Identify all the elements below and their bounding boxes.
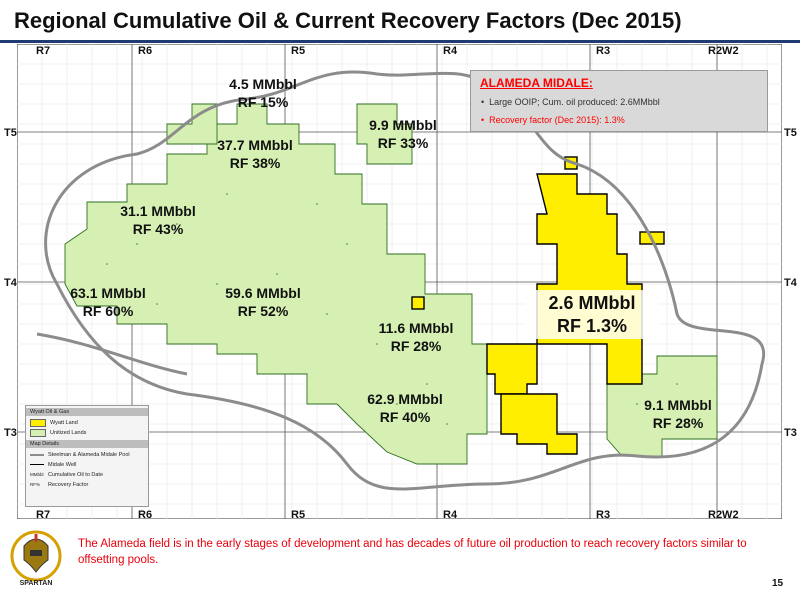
range-label-bottom: R4 [443, 509, 458, 521]
legend-abbr: RF% [30, 482, 40, 487]
pool-volume: 37.7 MMbbl [217, 137, 293, 153]
pool-recovery-factor: RF 43% [132, 220, 184, 237]
pool-label: 4.5 MMbbl RF 15% [218, 76, 308, 111]
pool-recovery-factor: RF 15% [237, 93, 289, 110]
footer-note: The Alameda field is in the early stages… [78, 538, 747, 567]
yellow-swatch-icon [30, 418, 46, 427]
spartan-logo-icon [10, 530, 62, 582]
green-swatch-icon [30, 428, 46, 437]
range-label-bottom: R7 [36, 509, 51, 521]
pool-recovery-factor: RF 33% [377, 134, 429, 151]
alameda-recovery-factor: RF 1.3% [556, 315, 628, 336]
legend-item-label: Cumulative Oil to Date [48, 471, 104, 478]
township-label-left: T3 [4, 427, 17, 439]
range-label-bottom: R2W2 [708, 509, 739, 521]
alameda-callout: ALAMEDA MIDALE: • Large OOIP; Cum. oil p… [470, 70, 768, 132]
map-legend: Wyatt Oil & Gas Wyatt Land Unitized Land… [25, 405, 149, 507]
callout-title: ALAMEDA MIDALE: [480, 76, 593, 90]
range-label-bottom: R5 [291, 509, 306, 521]
pool-label: 59.6 MMbbl RF 52% [213, 285, 313, 320]
pool-recovery-factor: RF 60% [82, 302, 134, 319]
legend-item: Wyatt Land [30, 418, 78, 427]
range-label-top: R6 [138, 45, 153, 57]
legend-item: Unitized Lands [30, 428, 86, 437]
legend-item: MMbbl Cumulative Oil to Date [30, 470, 103, 479]
pool-line-icon [30, 453, 44, 456]
pool-volume: 9.1 MMbbl [644, 397, 712, 413]
legend-abbr: MMbbl [30, 472, 44, 477]
legend-item: RF% Recovery Factor [30, 480, 88, 489]
township-label-right: T5 [784, 127, 797, 139]
pool-recovery-factor: RF 40% [379, 408, 431, 425]
pool-label: 37.7 MMbbl RF 38% [205, 137, 305, 172]
well-dots [106, 163, 698, 425]
pool-outline [44, 70, 766, 491]
township-label-right: T3 [784, 427, 797, 439]
range-label-top: R2W2 [708, 45, 739, 57]
pool-volume: 31.1 MMbbl [120, 203, 196, 219]
pool-recovery-factor: RF 28% [390, 337, 442, 354]
pool-label: 11.6 MMbbl RF 28% [366, 320, 466, 355]
pool-label: 31.1 MMbbl RF 43% [108, 203, 208, 238]
range-label-top: R5 [291, 45, 306, 57]
legend-item-label: Unitized Lands [50, 429, 87, 436]
pool-recovery-factor: RF 28% [652, 414, 704, 431]
pool-recovery-factor: RF 52% [237, 302, 289, 319]
logo-text: SPARTAN [19, 580, 53, 587]
legend-item-label: Steelman & Alameda Midale Pool [48, 451, 130, 458]
range-label-top: R7 [36, 45, 51, 57]
pool-recovery-factor: RF 38% [229, 154, 281, 171]
legend-item: Midale Well [30, 460, 76, 469]
page-title: Regional Cumulative Oil & Current Recove… [14, 8, 682, 33]
legend-item-label: Wyatt Land [50, 419, 78, 426]
legend-header: Wyatt Oil & Gas [26, 408, 148, 416]
callout-bullet-text: Recovery factor (Dec 2015): 1.3% [489, 115, 625, 125]
callout-bullet-rf: • Recovery factor (Dec 2015): 1.3% [481, 115, 625, 125]
township-label-right: T4 [784, 277, 797, 289]
page-number: 15 [772, 578, 784, 589]
range-label-bottom: R3 [596, 509, 611, 521]
pool-volume: 4.5 MMbbl [229, 76, 297, 92]
legend-header: Map Details [26, 440, 148, 448]
pool-volume: 62.9 MMbbl [367, 391, 443, 407]
legend-item-label: Recovery Factor [48, 481, 89, 488]
pool-label: 9.9 MMbbl RF 33% [355, 117, 451, 152]
range-label-top: R3 [596, 45, 611, 57]
alameda-label: 2.6 MMbbl RF 1.3% [524, 290, 660, 339]
pool-volume: 9.9 MMbbl [369, 117, 437, 133]
legend-item-label: Midale Well [48, 461, 77, 468]
pool-volume: 11.6 MMbbl [378, 320, 454, 336]
callout-bullet-text: Large OOIP; Cum. oil produced: 2.6MMbbl [489, 97, 660, 107]
pool-label: 63.1 MMbbl RF 60% [58, 285, 158, 320]
township-label-left: T5 [4, 127, 17, 139]
callout-bullet-ooip: • Large OOIP; Cum. oil produced: 2.6MMbb… [481, 97, 660, 107]
legend-item: Steelman & Alameda Midale Pool [30, 450, 130, 459]
well-line-icon [30, 464, 44, 465]
alameda-volume: 2.6 MMbbl [548, 293, 636, 313]
pool-label: 62.9 MMbbl RF 40% [355, 391, 455, 426]
pool-outline-west [36, 332, 188, 376]
township-label-left: T4 [4, 277, 17, 289]
title-underline [0, 40, 800, 43]
pool-volume: 59.6 MMbbl [225, 285, 301, 301]
pool-label: 9.1 MMbbl RF 28% [628, 397, 728, 432]
pool-volume: 63.1 MMbbl [70, 285, 146, 301]
range-label-bottom: R6 [138, 509, 153, 521]
range-label-top: R4 [443, 45, 458, 57]
